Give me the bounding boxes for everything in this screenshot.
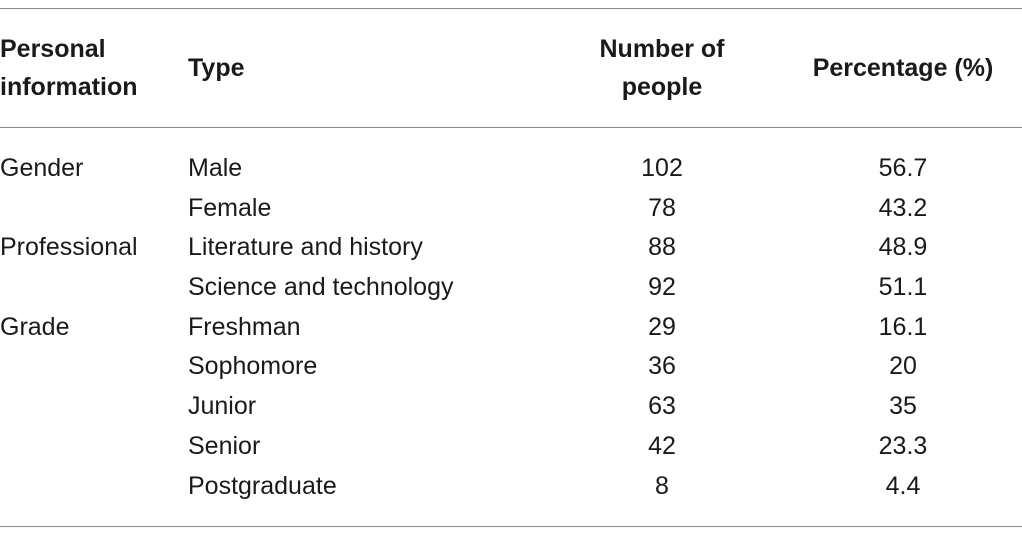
cell-personal: Gender [0, 154, 84, 182]
header-personal-information: Personal information [0, 9, 180, 127]
table-row: Senior 42 23.3 [0, 427, 1022, 467]
cell-number: 8 [655, 471, 669, 500]
table-row: Junior 63 35 [0, 387, 1022, 427]
cell-number: 36 [648, 352, 676, 381]
header-percentage: Percentage (%) [790, 9, 1016, 127]
table-row: Professional Literature and history 88 4… [0, 228, 1022, 268]
table-row: Sophomore 36 20 [0, 347, 1022, 387]
table-body: Gender Male 102 56.7 Female 78 43.2 Prof… [0, 149, 1022, 506]
cell-personal [0, 347, 180, 387]
header-type-label: Type [188, 54, 245, 82]
table-header-row: Personal information Type Number of peop… [0, 9, 1022, 127]
cell-type: Senior [188, 431, 261, 460]
cell-type: Literature and history [188, 233, 423, 262]
table-bottom-rule [0, 526, 1022, 527]
table-header-rule [0, 127, 1022, 128]
cell-type: Sophomore [188, 352, 318, 381]
table-row: Postgraduate 8 4.4 [0, 467, 1022, 507]
header-personal-line1: Personal [0, 35, 106, 63]
cell-percentage: 20 [889, 352, 917, 381]
table-row: Gender Male 102 56.7 [0, 149, 1022, 189]
table-row: Science and technology 92 51.1 [0, 268, 1022, 308]
cell-number: 88 [648, 233, 676, 262]
cell-percentage: 48.9 [878, 233, 928, 262]
cell-number: 63 [648, 392, 676, 421]
cell-number: 78 [648, 193, 676, 222]
cell-percentage: 23.3 [878, 431, 928, 460]
cell-percentage: 43.2 [878, 193, 928, 222]
cell-type: Science and technology [188, 273, 454, 302]
cell-number: 92 [648, 273, 676, 302]
cell-percentage: 51.1 [878, 273, 928, 302]
cell-personal [0, 467, 180, 507]
cell-personal [0, 427, 180, 467]
cell-type: Junior [188, 392, 257, 421]
cell-number: 42 [648, 431, 676, 460]
cell-type: Postgraduate [188, 471, 337, 500]
cell-personal [0, 268, 180, 308]
header-type: Type [188, 9, 488, 127]
cell-percentage: 35 [889, 392, 917, 421]
cell-percentage: 56.7 [878, 154, 928, 182]
header-percentage-label: Percentage (%) [812, 54, 994, 82]
cell-personal: Grade [0, 312, 70, 341]
header-number-line2: people [621, 73, 703, 101]
cell-percentage: 16.1 [878, 312, 928, 341]
cell-number: 29 [648, 312, 676, 341]
header-number-of-people: Number of people [562, 9, 762, 127]
cell-personal [0, 387, 180, 427]
table-top-rule [0, 8, 1022, 9]
table-row: Grade Freshman 29 16.1 [0, 308, 1022, 348]
cell-type: Female [188, 193, 272, 222]
cell-percentage: 4.4 [885, 471, 921, 500]
table-row: Female 78 43.2 [0, 189, 1022, 229]
header-personal-line2: information [0, 73, 138, 101]
cell-type: Freshman [188, 312, 301, 341]
cell-personal: Professional [0, 233, 138, 262]
cell-type: Male [188, 154, 243, 182]
cell-personal [0, 189, 180, 229]
header-number-line1: Number of [599, 35, 725, 63]
cell-number: 102 [641, 154, 683, 182]
